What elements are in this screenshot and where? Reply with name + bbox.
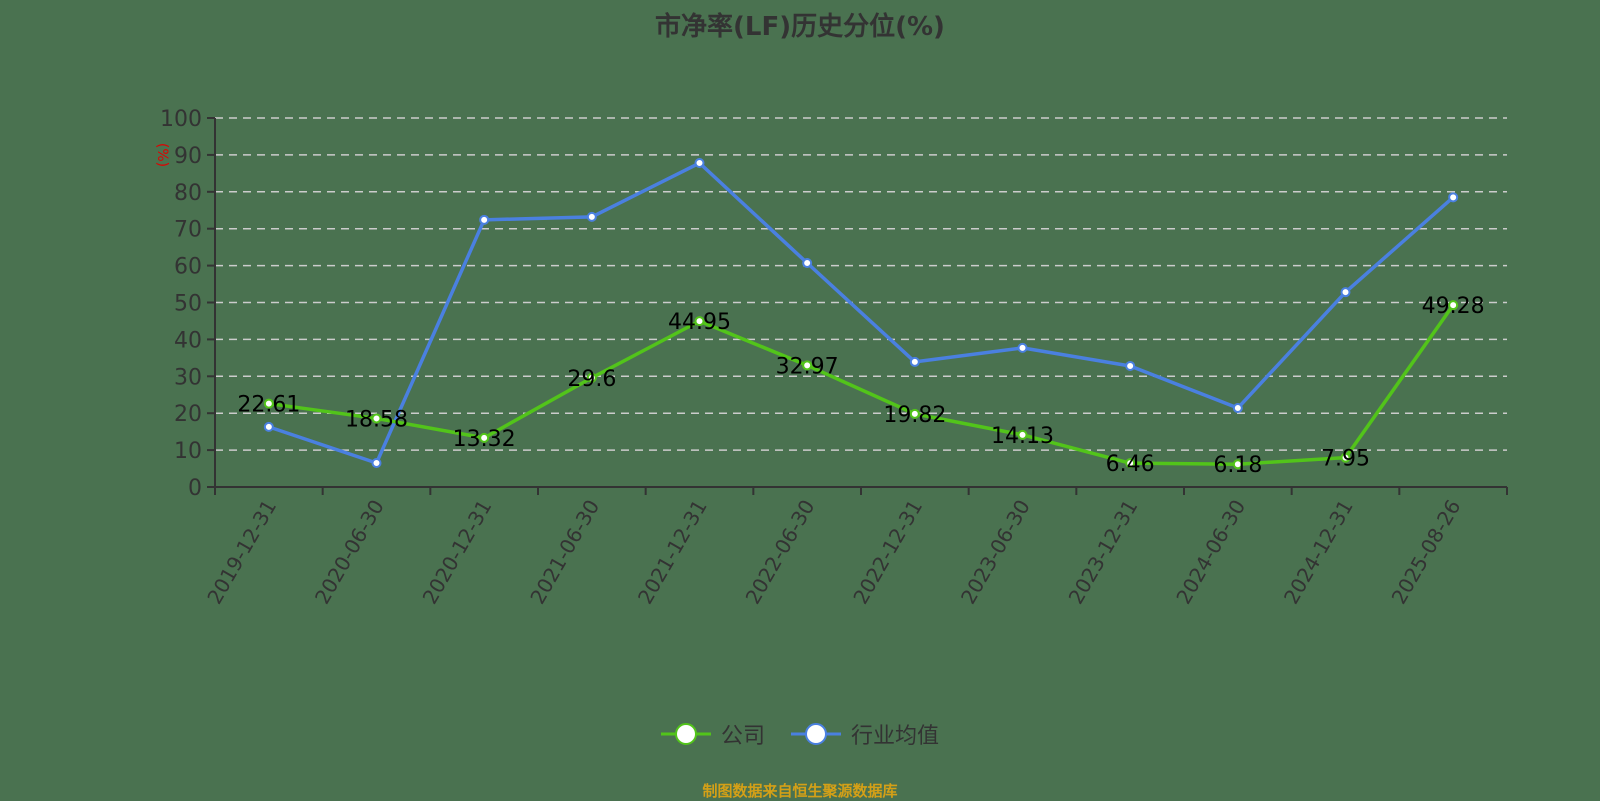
data-point[interactable]: [263, 421, 274, 432]
legend-label-company: 公司: [720, 724, 765, 749]
data-point[interactable]: [1232, 459, 1243, 470]
data-point[interactable]: [802, 360, 813, 371]
x-axis: 2019-12-31 2020-06-30 2020-12-31 2021-06-30…: [202, 486, 1508, 609]
legend-item-industry[interactable]: 行业均值: [791, 718, 939, 750]
y-tick-label: 90: [174, 144, 202, 169]
y-tick-label: 0: [188, 476, 202, 501]
x-tick-label: 2022-06-30: [741, 496, 820, 609]
x-tick-label: 2020-06-30: [310, 496, 389, 609]
data-point[interactable]: [586, 372, 597, 383]
data-point[interactable]: [1017, 429, 1028, 440]
data-point[interactable]: [1125, 360, 1136, 371]
data-point[interactable]: [263, 398, 274, 409]
y-axis: 0 10 20 30 40 50 60 70 80 90 100: [160, 107, 216, 501]
legend-label-industry: 行业均值: [851, 724, 940, 749]
data-label: 18.58: [345, 407, 408, 432]
data-label: 6.46: [1106, 452, 1155, 477]
y-tick-label: 60: [174, 255, 202, 280]
data-point[interactable]: [479, 432, 490, 443]
y-tick-label: 20: [174, 402, 202, 427]
x-tick-label: 2024-06-30: [1171, 496, 1250, 609]
data-point[interactable]: [1448, 300, 1459, 311]
data-point[interactable]: [694, 316, 705, 327]
gridlines: [215, 117, 1507, 451]
series-lines: [263, 158, 1459, 470]
data-label: 44.95: [668, 310, 731, 335]
data-label: 19.82: [883, 403, 946, 428]
source-note: 制图数据来自恒生聚源数据库: [702, 782, 898, 800]
data-point[interactable]: [1017, 342, 1028, 353]
y-tick-label: 70: [174, 218, 202, 243]
data-point[interactable]: [909, 408, 920, 419]
data-label: 14.13: [991, 424, 1054, 449]
data-point[interactable]: [1448, 192, 1459, 203]
y-tick-label: 100: [160, 107, 202, 132]
chart-title: 市净率(LF)历史分位(%): [655, 12, 945, 42]
legend-marker-industry-icon: [791, 723, 841, 745]
data-label: 29.6: [567, 367, 616, 392]
data-point[interactable]: [909, 356, 920, 367]
data-point[interactable]: [1340, 452, 1351, 463]
x-tick-label: 2019-12-31: [202, 496, 281, 609]
data-point[interactable]: [1232, 403, 1243, 414]
data-label: 13.32: [453, 427, 516, 452]
y-tick-label: 50: [174, 292, 202, 317]
y-axis-unit-label: (%): [154, 143, 170, 167]
data-point[interactable]: [1340, 287, 1351, 298]
y-tick-label: 40: [174, 328, 202, 353]
x-tick-label: 2024-12-31: [1279, 496, 1358, 609]
data-label: 6.18: [1213, 453, 1262, 478]
y-tick-label: 30: [174, 365, 202, 390]
x-tick-label: 2021-06-30: [525, 496, 604, 609]
data-point[interactable]: [586, 211, 597, 222]
data-point[interactable]: [479, 214, 490, 225]
x-tick-label: 2025-08-26: [1387, 496, 1466, 609]
data-point[interactable]: [802, 258, 813, 269]
x-tick-label: 2020-12-31: [418, 495, 497, 608]
x-tick-label: 2023-06-30: [956, 496, 1035, 609]
line-chart: 0 10 20 30 40 50 60 70 80 90 100 2019-12-31 2020-06…: [154, 107, 1508, 609]
y-tick-label: 80: [174, 181, 202, 206]
data-label: 22.61: [237, 393, 300, 418]
y-tick-label: 10: [174, 439, 202, 464]
data-label: 7.95: [1321, 447, 1370, 472]
legend: 公司 行业均值: [0, 718, 1600, 750]
industry-line: [268, 161, 1455, 465]
data-point[interactable]: [694, 158, 705, 169]
company-line: [268, 304, 1455, 466]
x-tick-label: 2022-12-31: [848, 495, 927, 608]
legend-item-company[interactable]: 公司: [660, 718, 765, 750]
data-point[interactable]: [371, 458, 382, 469]
data-point[interactable]: [1125, 458, 1136, 469]
x-tick-label: 2023-12-31: [1064, 496, 1143, 609]
data-point[interactable]: [371, 413, 382, 424]
data-label: 32.97: [776, 354, 839, 379]
x-tick-label: 2021-12-31: [633, 496, 712, 609]
data-label: 49.28: [1422, 294, 1485, 319]
data-labels: 22.61 18.58 13.32 29.6 44.95 32.97 19.82 14.13 6…: [237, 294, 1484, 478]
legend-marker-company-icon: [660, 723, 711, 745]
